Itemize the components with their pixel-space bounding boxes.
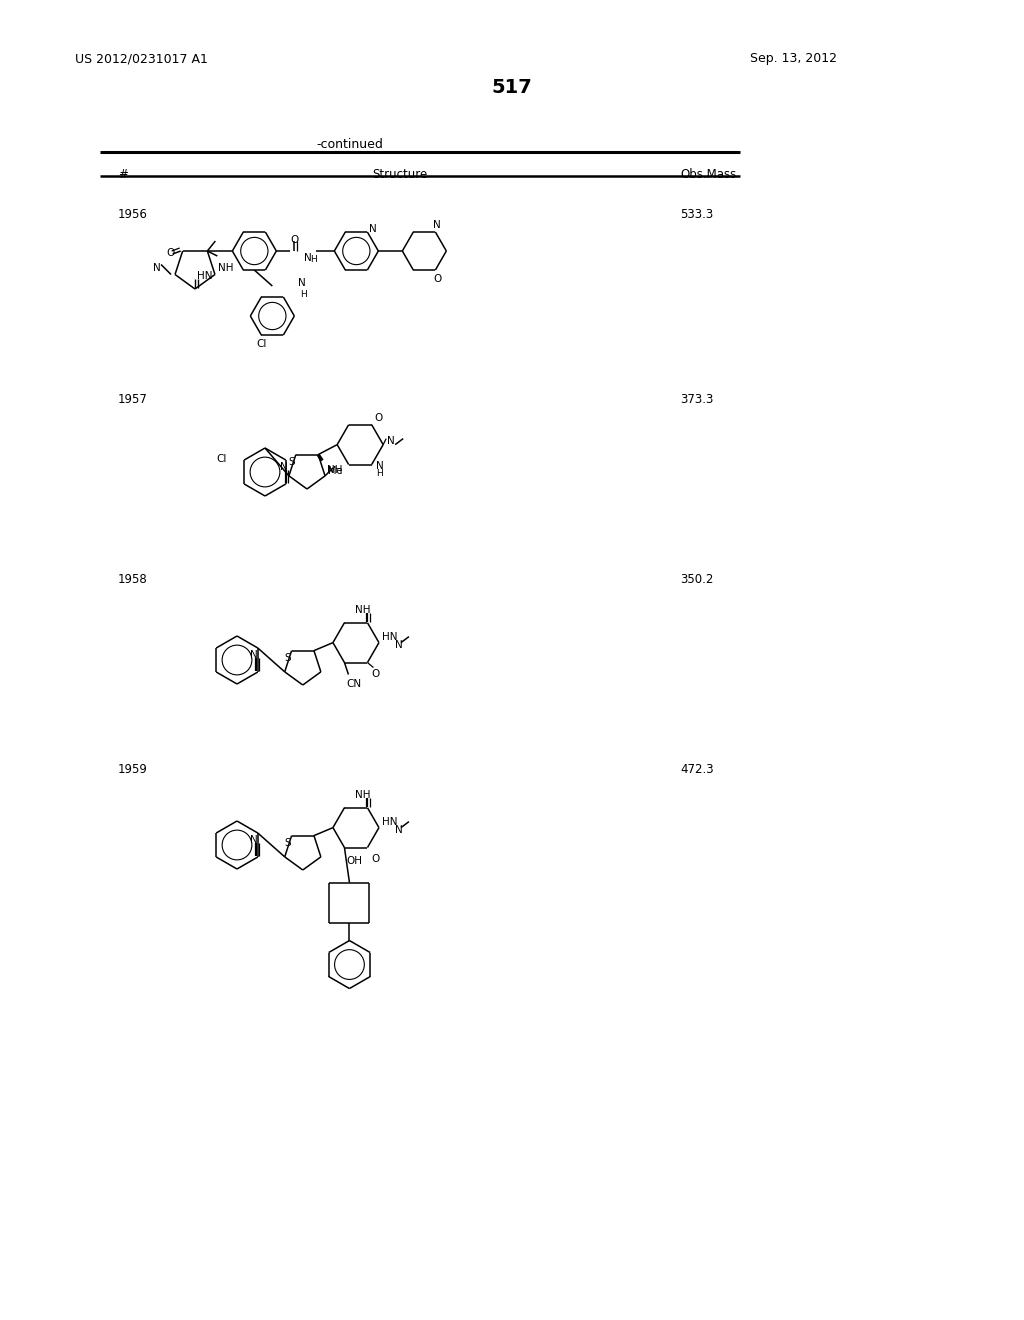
Text: O: O [291, 235, 299, 246]
Text: NH: NH [327, 465, 342, 475]
Text: N: N [433, 220, 441, 230]
Text: N: N [298, 279, 306, 288]
Text: HN: HN [197, 271, 213, 281]
Text: H: H [376, 469, 382, 478]
Text: N: N [250, 649, 258, 660]
Text: NH: NH [218, 264, 233, 273]
Text: N: N [387, 436, 395, 446]
Text: Cl: Cl [256, 339, 266, 348]
Text: 472.3: 472.3 [680, 763, 714, 776]
Text: S: S [285, 838, 291, 847]
Text: Me: Me [328, 466, 343, 477]
Text: N: N [280, 462, 288, 473]
Text: N: N [250, 836, 258, 845]
Text: O: O [375, 413, 383, 422]
Text: O: O [167, 248, 175, 257]
Text: Structure: Structure [373, 168, 428, 181]
Text: N: N [376, 461, 383, 470]
Text: 517: 517 [492, 78, 532, 96]
Text: 1958: 1958 [118, 573, 147, 586]
Text: Obs.Mass: Obs.Mass [680, 168, 736, 181]
Text: NH: NH [354, 605, 371, 615]
Text: HN: HN [382, 817, 397, 826]
Text: N: N [395, 640, 402, 649]
Text: Sep. 13, 2012: Sep. 13, 2012 [750, 51, 837, 65]
Text: #: # [118, 168, 128, 181]
Text: O: O [372, 854, 380, 863]
Text: N: N [153, 264, 161, 273]
Text: S: S [285, 652, 291, 663]
Text: OH: OH [346, 855, 362, 866]
Text: O: O [433, 275, 441, 284]
Text: H: H [300, 290, 307, 300]
Text: S: S [289, 457, 295, 467]
Text: CN: CN [346, 678, 361, 689]
Text: N: N [304, 253, 312, 263]
Text: 350.2: 350.2 [680, 573, 714, 586]
Text: NH: NH [354, 789, 371, 800]
Text: H: H [310, 255, 317, 264]
Text: 1957: 1957 [118, 393, 147, 407]
Text: 533.3: 533.3 [680, 209, 714, 220]
Text: 1956: 1956 [118, 209, 147, 220]
Text: 373.3: 373.3 [680, 393, 714, 407]
Text: N: N [395, 825, 402, 834]
Text: US 2012/0231017 A1: US 2012/0231017 A1 [75, 51, 208, 65]
Text: -continued: -continued [316, 139, 383, 150]
Text: HN: HN [382, 632, 397, 642]
Text: O: O [372, 668, 380, 678]
Text: 1959: 1959 [118, 763, 147, 776]
Text: N: N [370, 224, 377, 234]
Text: Cl: Cl [216, 454, 226, 465]
